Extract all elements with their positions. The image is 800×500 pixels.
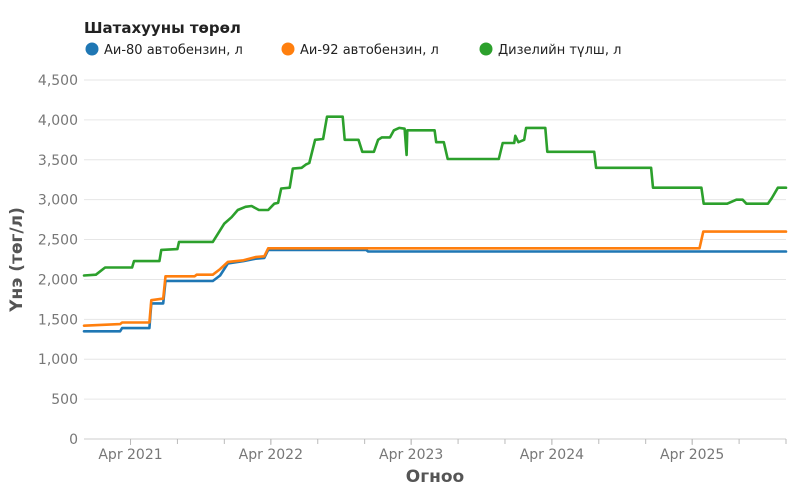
- y-tick-label: 500: [51, 392, 78, 408]
- y-tick-label: 4,500: [38, 73, 78, 89]
- x-tick-label: Apr 2023: [379, 447, 443, 463]
- x-tick-label: Apr 2025: [660, 447, 724, 463]
- legend-title: Шатахууны төрөл: [84, 19, 241, 37]
- legend-label: Аи-92 автобензин, л: [300, 43, 439, 58]
- series-line: [82, 115, 788, 277]
- legend-label: Аи-80 автобензин, л: [104, 43, 243, 58]
- y-tick-label: 2,500: [38, 233, 78, 249]
- legend-marker: [85, 42, 99, 56]
- y-tick-label: 1,000: [38, 352, 78, 368]
- series-lines: [82, 115, 788, 333]
- legend-label: Дизелийн түлш, л: [498, 43, 621, 58]
- y-tick-label: 3,000: [38, 193, 78, 209]
- x-axis-title: Огноо: [406, 467, 464, 487]
- x-tick-label: Apr 2024: [520, 447, 584, 463]
- y-tick-label: 2,000: [38, 272, 78, 288]
- y-axis-title: Үнэ (төг/л): [7, 207, 27, 313]
- y-tick-label: 0: [69, 432, 78, 448]
- legend-marker: [479, 42, 493, 56]
- legend-item: Дизелийн түлш, л: [479, 42, 621, 58]
- x-tick-label: Apr 2021: [98, 447, 162, 463]
- y-tick-label: 4,000: [38, 113, 78, 129]
- series-line: [82, 248, 788, 333]
- legend-item: Аи-80 автобензин, л: [85, 42, 243, 58]
- legend-marker: [281, 42, 295, 56]
- series-line: [82, 230, 788, 328]
- x-tick-label: Apr 2022: [239, 447, 303, 463]
- gridlines: [84, 79, 786, 400]
- y-tick-label: 3,500: [38, 153, 78, 169]
- legend-item: Аи-92 автобензин, л: [281, 42, 439, 58]
- x-axis: Apr 2021 Apr 2022 Apr 2023 Apr 2024 Apr 2025: [98, 439, 787, 463]
- y-tick-label: 1,500: [38, 312, 78, 328]
- legend: Шатахууны төрөл Аи-80 автобензин, л Аи-92…: [84, 19, 621, 58]
- y-axis: 0 500 1,000 1,500 2,000 2,500 3,000 3,500 4,000 4…: [38, 73, 786, 448]
